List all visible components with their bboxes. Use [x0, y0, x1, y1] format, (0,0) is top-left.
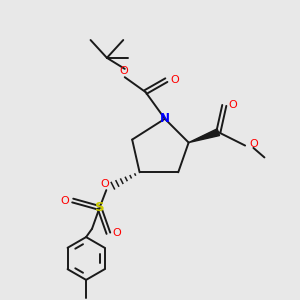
Text: O: O: [100, 179, 109, 189]
Text: O: O: [60, 196, 69, 206]
Text: O: O: [170, 75, 179, 85]
Text: S: S: [95, 202, 104, 214]
Text: O: O: [250, 139, 258, 149]
Text: N: N: [160, 112, 170, 125]
Text: O: O: [112, 228, 121, 238]
Text: O: O: [119, 66, 128, 76]
Polygon shape: [189, 129, 220, 142]
Text: O: O: [228, 100, 237, 110]
